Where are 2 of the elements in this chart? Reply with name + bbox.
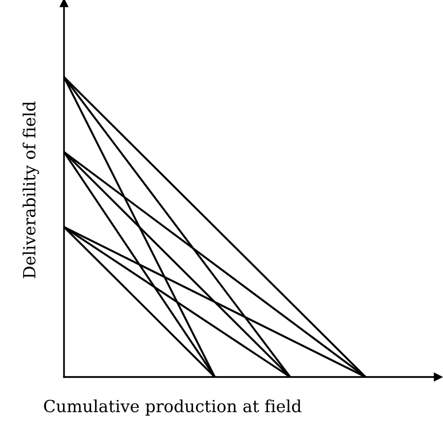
x-axis-title: Cumulative production at field bbox=[44, 399, 302, 416]
y-axis-title: Deliverability of field bbox=[22, 101, 39, 278]
